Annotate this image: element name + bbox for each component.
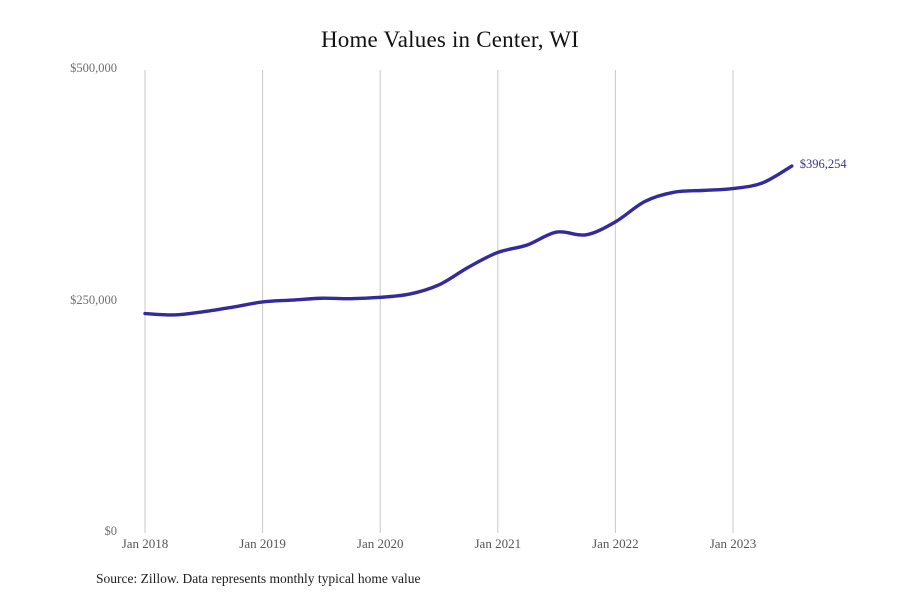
y-tick-label: $500,000 bbox=[70, 61, 117, 75]
data-line-series bbox=[143, 164, 794, 317]
y-tick-label: $0 bbox=[104, 524, 118, 538]
x-tick-label: Jan 2018 bbox=[121, 536, 169, 551]
x-tick-label: Jan 2022 bbox=[592, 536, 639, 551]
x-tick-label: Jan 2020 bbox=[356, 536, 404, 551]
chart-title: Home Values in Center, WI bbox=[320, 27, 580, 52]
data-line bbox=[143, 164, 794, 317]
gridlines bbox=[144, 70, 734, 533]
x-tick-label: Jan 2019 bbox=[239, 536, 286, 551]
end-value-label: $396,254 bbox=[799, 157, 847, 172]
source-note: Source: Zillow. Data represents monthly … bbox=[96, 571, 421, 586]
y-tick-label: $250,000 bbox=[70, 292, 117, 307]
x-tick-label: Jan 2021 bbox=[474, 536, 522, 551]
x-tick-label: Jan 2023 bbox=[709, 536, 757, 551]
